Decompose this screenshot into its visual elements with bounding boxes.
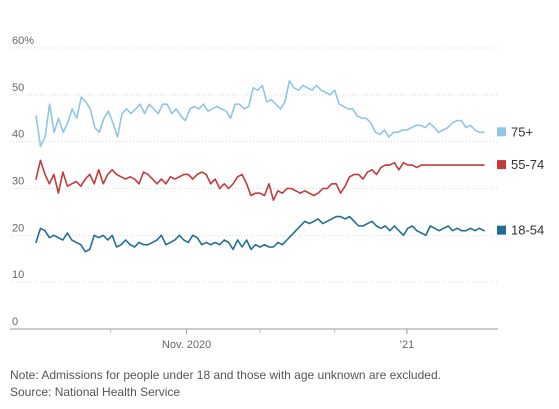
y-tick-label-0: 0 [12, 316, 18, 328]
legend-label-2: 18-54 [511, 223, 544, 238]
y-axis-tick-labels: 0 10 20 30 40 50 60% [12, 35, 34, 328]
x-axis: Nov. 2020 ’21 [110, 329, 415, 351]
legend-swatch-0 [497, 127, 506, 137]
y-tick-label-6: 60% [12, 35, 34, 47]
series-line-2 [35, 215, 485, 253]
y-tick-label-2: 20 [12, 222, 24, 234]
source-text: Source: National Health Service [10, 385, 181, 399]
legend-swatch-1 [497, 160, 506, 170]
y-tick-label-4: 40 [12, 129, 24, 141]
legend: 75+ 55-74 18-54 [497, 124, 544, 238]
series-line-1 [35, 159, 485, 201]
note-text: Note: Admissions for people under 18 and… [10, 368, 441, 382]
line-chart: 0 10 20 30 40 50 60% Nov. 2020 ’21 75+ 55-74 18-5… [10, 35, 544, 351]
legend-label-0: 75+ [511, 124, 533, 139]
x-tick-label-1: ’21 [400, 339, 415, 351]
y-tick-label-3: 30 [12, 176, 24, 188]
legend-swatch-2 [497, 225, 506, 235]
series-lines [35, 80, 485, 253]
legend-label-1: 55-74 [511, 157, 544, 172]
chart-notes: Note: Admissions for people under 18 and… [10, 367, 441, 401]
series-line-0 [35, 80, 485, 148]
gridlines [10, 47, 498, 330]
y-tick-label-1: 10 [12, 269, 24, 281]
y-tick-label-5: 50 [12, 82, 24, 94]
x-tick-label-0: Nov. 2020 [162, 339, 211, 351]
